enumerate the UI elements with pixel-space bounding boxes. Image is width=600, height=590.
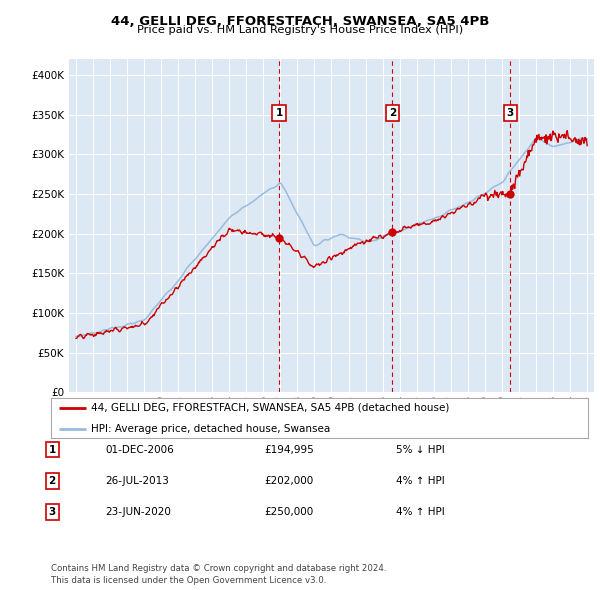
Text: 3: 3 [506,108,514,118]
Text: 4% ↑ HPI: 4% ↑ HPI [396,507,445,517]
Text: 2: 2 [49,476,56,486]
Text: £202,000: £202,000 [264,476,313,486]
Text: 44, GELLI DEG, FFORESTFACH, SWANSEA, SA5 4PB (detached house): 44, GELLI DEG, FFORESTFACH, SWANSEA, SA5… [91,403,449,412]
Text: 23-JUN-2020: 23-JUN-2020 [105,507,171,517]
Text: 44, GELLI DEG, FFORESTFACH, SWANSEA, SA5 4PB: 44, GELLI DEG, FFORESTFACH, SWANSEA, SA5… [111,15,489,28]
Text: 1: 1 [275,108,283,118]
Text: 4% ↑ HPI: 4% ↑ HPI [396,476,445,486]
Text: £250,000: £250,000 [264,507,313,517]
Text: Price paid vs. HM Land Registry's House Price Index (HPI): Price paid vs. HM Land Registry's House … [137,25,463,35]
Text: 26-JUL-2013: 26-JUL-2013 [105,476,169,486]
Text: £194,995: £194,995 [264,445,314,454]
Text: 5% ↓ HPI: 5% ↓ HPI [396,445,445,454]
Text: 3: 3 [49,507,56,517]
Text: HPI: Average price, detached house, Swansea: HPI: Average price, detached house, Swan… [91,424,331,434]
Text: Contains HM Land Registry data © Crown copyright and database right 2024.
This d: Contains HM Land Registry data © Crown c… [51,565,386,585]
Text: 01-DEC-2006: 01-DEC-2006 [105,445,174,454]
Text: 1: 1 [49,445,56,454]
Text: 2: 2 [389,108,396,118]
